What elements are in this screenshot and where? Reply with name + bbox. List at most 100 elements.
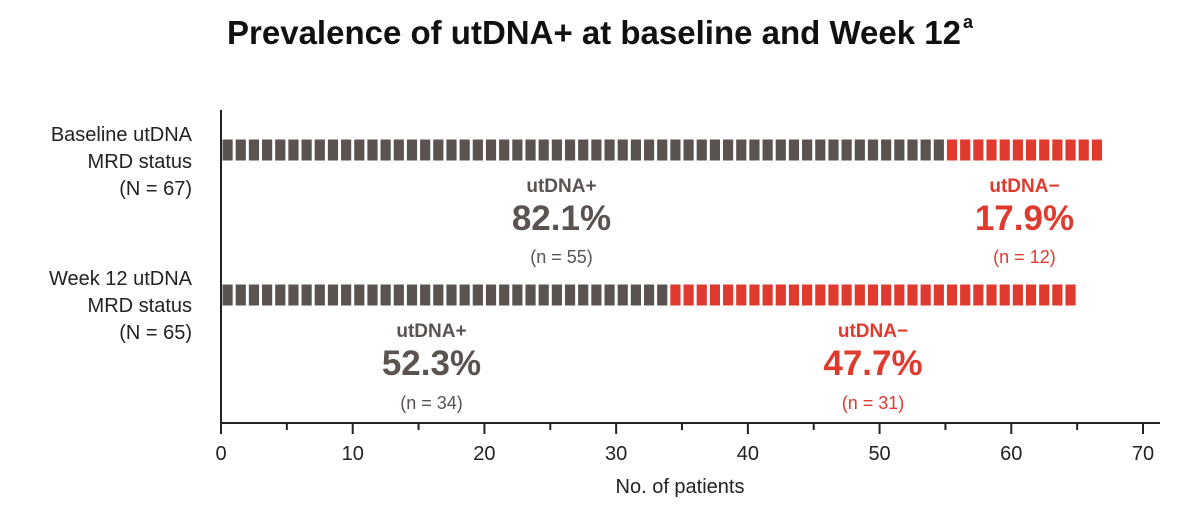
patient-square-positive	[327, 139, 339, 161]
row-label-baseline: Baseline utDNA MRD status (N = 67)	[0, 122, 192, 203]
patient-square-positive	[499, 139, 510, 161]
x-tick-label: 70	[1132, 443, 1154, 465]
patient-square-positive	[538, 139, 549, 161]
patient-square-positive	[288, 284, 299, 306]
patient-square-positive	[604, 139, 615, 161]
patient-square-negative	[867, 284, 879, 306]
series-label: utDNA−	[989, 176, 1059, 197]
row-label-line: (N = 65)	[119, 322, 192, 344]
patient-square-positive	[894, 139, 905, 161]
patient-square-positive	[433, 284, 444, 306]
patient-square-positive	[485, 139, 497, 161]
patient-square-negative	[723, 284, 734, 306]
patient-square-positive	[854, 139, 865, 161]
patient-square-positive	[380, 284, 391, 306]
patient-square-positive	[499, 284, 510, 306]
patient-square-positive	[406, 139, 418, 161]
patient-square-positive	[828, 139, 839, 161]
patient-square-positive	[788, 139, 800, 161]
patient-square-positive	[406, 284, 418, 306]
title-footnote-marker: a	[962, 12, 973, 32]
patient-square-negative	[1052, 139, 1063, 161]
patient-square-positive	[564, 139, 576, 161]
patient-square-positive	[367, 284, 378, 306]
patient-square-positive	[248, 284, 260, 306]
patient-square-negative	[709, 284, 721, 306]
patient-square-positive	[657, 139, 668, 161]
patient-square-positive	[275, 284, 286, 306]
row-label-line: MRD status	[87, 151, 192, 173]
patient-square-positive	[578, 284, 589, 306]
patient-square-positive	[512, 139, 523, 161]
x-tick-label: 10	[342, 443, 364, 465]
patient-square-positive	[802, 139, 813, 161]
patient-square-positive	[485, 284, 497, 306]
patient-square-positive	[551, 139, 562, 161]
patient-square-positive	[367, 139, 378, 161]
patient-square-positive	[393, 284, 404, 306]
patient-square-positive	[222, 139, 233, 161]
patient-square-negative	[973, 139, 984, 161]
patient-square-positive	[933, 139, 944, 161]
x-tick-label: 30	[605, 443, 627, 465]
patient-square-negative	[762, 284, 773, 306]
patient-square-negative	[946, 284, 958, 306]
patient-square-positive	[380, 139, 391, 161]
patient-square-positive	[564, 284, 576, 306]
patient-square-negative	[1065, 284, 1076, 306]
patient-square-negative	[999, 284, 1010, 306]
patient-square-positive	[459, 284, 470, 306]
patient-square-positive	[525, 139, 536, 161]
patient-square-positive	[657, 284, 668, 306]
patient-square-positive	[314, 284, 325, 306]
patient-square-positive	[920, 139, 931, 161]
patient-square-negative	[788, 284, 800, 306]
patient-square-negative	[1052, 284, 1063, 306]
series-label: utDNA+	[526, 176, 596, 197]
patient-square-negative	[894, 284, 905, 306]
x-axis-label: No. of patients	[615, 476, 745, 498]
patient-square-positive	[275, 139, 286, 161]
patient-square-negative	[986, 139, 997, 161]
x-tick-label: 60	[1000, 443, 1022, 465]
x-tick-label: 50	[868, 443, 890, 465]
patient-square-positive	[354, 284, 365, 306]
patient-square-positive	[341, 284, 352, 306]
patient-square-negative	[683, 284, 694, 306]
patient-square-positive	[630, 139, 641, 161]
patient-square-positive	[696, 139, 707, 161]
patient-square-negative	[933, 284, 944, 306]
patient-square-positive	[222, 284, 233, 306]
patient-square-positive	[762, 139, 773, 161]
patient-square-negative	[960, 284, 971, 306]
patient-square-positive	[354, 139, 365, 161]
patient-square-positive	[288, 139, 299, 161]
patient-square-positive	[525, 284, 536, 306]
patient-square-negative	[775, 284, 786, 306]
patient-square-positive	[472, 139, 483, 161]
patient-square-positive	[604, 284, 615, 306]
patient-square-positive	[643, 139, 655, 161]
patient-square-positive	[420, 284, 431, 306]
chart-title: Prevalence of utDNA+ at baseline and Wee…	[227, 12, 973, 51]
patient-square-positive	[235, 284, 246, 306]
percent-label: 52.3%	[382, 344, 481, 383]
patient-square-negative	[920, 284, 931, 306]
patient-square-positive	[459, 139, 470, 161]
row-label-line: MRD status	[87, 295, 192, 317]
patient-square-positive	[591, 284, 602, 306]
patient-square-negative	[854, 284, 865, 306]
patient-square-negative	[960, 139, 971, 161]
patient-square-positive	[775, 139, 786, 161]
patient-square-negative	[736, 284, 747, 306]
percent-label: 47.7%	[823, 344, 922, 383]
patient-square-negative	[1039, 284, 1050, 306]
patient-square-positive	[617, 139, 628, 161]
patient-square-positive	[907, 139, 918, 161]
patient-square-positive	[248, 139, 260, 161]
patient-square-positive	[301, 284, 312, 306]
patient-square-positive	[314, 139, 325, 161]
patient-square-positive	[670, 139, 681, 161]
patient-square-positive	[841, 139, 852, 161]
